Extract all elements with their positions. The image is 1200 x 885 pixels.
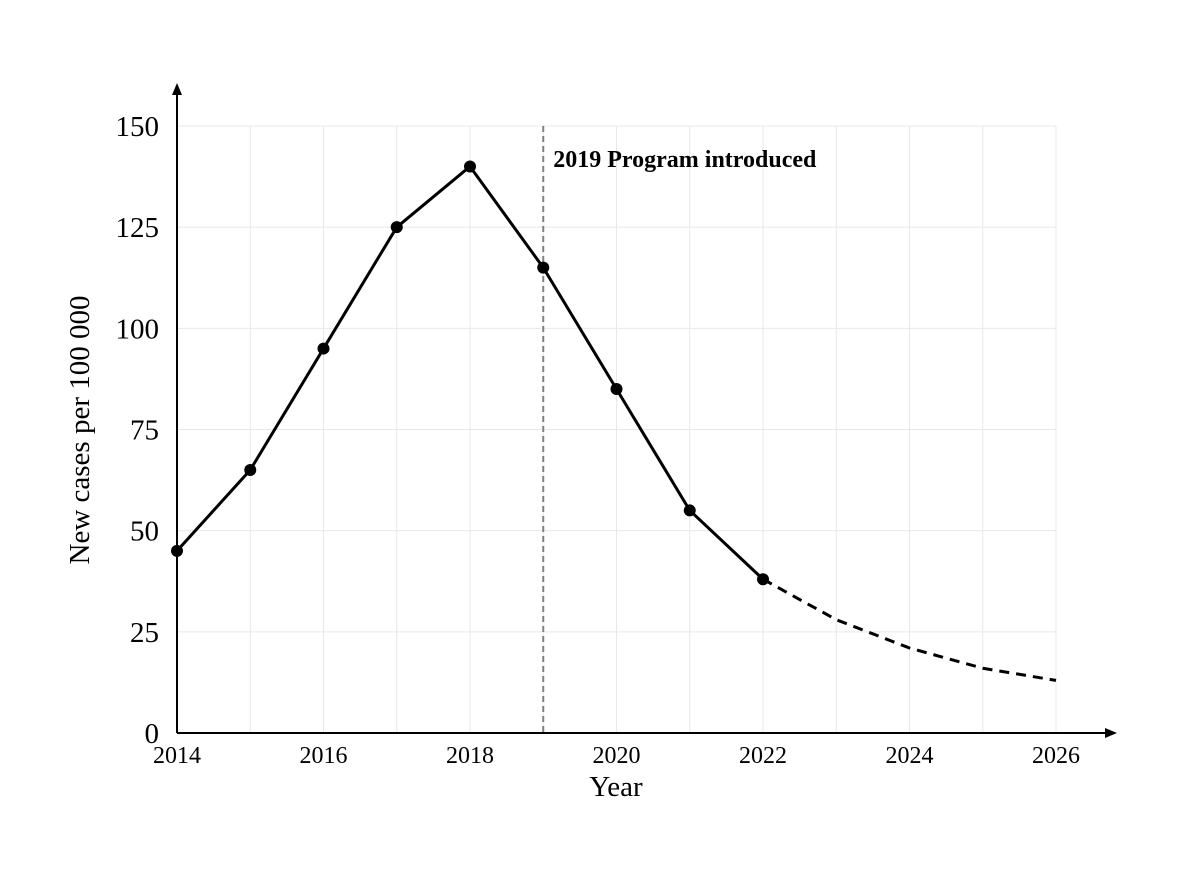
tick-labels: 2014 2016 2018 2020 2022 2024 2026 0 25 50 75 100 12… bbox=[116, 111, 1081, 769]
annotation-label: 2019 Program introduced bbox=[553, 147, 817, 173]
y-tick-label: 50 bbox=[130, 516, 159, 548]
y-tick-label: 0 bbox=[145, 718, 160, 750]
data-point bbox=[464, 160, 476, 173]
data-point bbox=[244, 463, 257, 476]
data-point bbox=[317, 342, 330, 355]
x-tick-label: 2026 bbox=[1032, 743, 1080, 769]
series-group bbox=[171, 160, 1057, 682]
x-tick-label: 2014 bbox=[153, 743, 201, 769]
data-point bbox=[171, 544, 183, 557]
data-point bbox=[683, 504, 696, 517]
y-axis-title: New cases per 100 000 bbox=[64, 296, 96, 565]
y-tick-label: 125 bbox=[116, 212, 160, 244]
x-tick-label: 2020 bbox=[593, 743, 641, 769]
y-tick-label: 100 bbox=[116, 313, 160, 345]
axes bbox=[172, 83, 1117, 738]
data-point bbox=[390, 221, 403, 234]
y-axis-arrow bbox=[172, 83, 182, 95]
x-tick-label: 2022 bbox=[739, 743, 787, 769]
x-tick-label: 2016 bbox=[300, 743, 348, 769]
data-point bbox=[537, 261, 550, 274]
projection-line bbox=[762, 577, 1057, 682]
annotations: 2019 Program introduced bbox=[542, 126, 817, 733]
x-tick-label: 2018 bbox=[446, 743, 494, 769]
y-tick-label: 75 bbox=[130, 415, 159, 447]
data-point bbox=[610, 383, 623, 396]
x-axis-arrow bbox=[1105, 728, 1117, 738]
x-tick-label: 2024 bbox=[886, 743, 934, 769]
grid bbox=[176, 125, 1057, 734]
y-tick-label: 150 bbox=[116, 111, 160, 143]
y-tick-label: 25 bbox=[130, 617, 159, 649]
x-axis-title: Year bbox=[589, 771, 643, 803]
